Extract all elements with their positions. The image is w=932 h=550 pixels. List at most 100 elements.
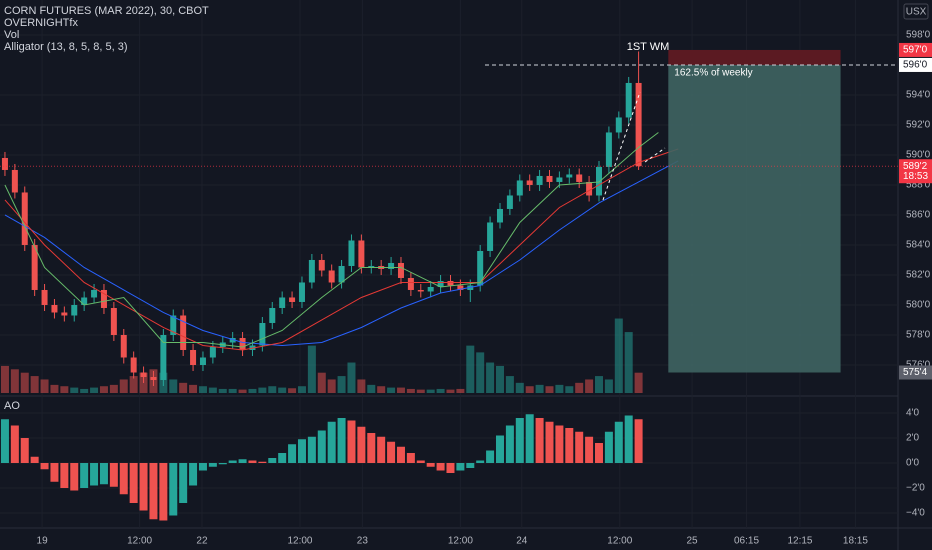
volume-bar xyxy=(505,376,514,393)
ao-bar xyxy=(634,419,643,463)
ao-bar xyxy=(268,458,277,463)
volume-bar xyxy=(109,384,118,393)
ao-bar xyxy=(604,431,613,463)
candle-body xyxy=(199,357,206,365)
candle-body xyxy=(279,297,286,308)
volume-bar xyxy=(634,372,643,393)
x-tick-label: 12:15 xyxy=(787,536,812,547)
ao-bar xyxy=(90,463,99,486)
price-label-box xyxy=(899,57,932,72)
ao-bar xyxy=(317,430,326,463)
candle-body xyxy=(61,312,68,316)
volume-bar xyxy=(129,376,138,393)
candle-body xyxy=(358,240,365,268)
candle-body xyxy=(239,337,246,350)
volume-bar xyxy=(535,384,544,393)
volume-bar xyxy=(406,388,415,393)
candle-body xyxy=(576,174,583,182)
volume-bar xyxy=(198,386,207,393)
candle-body xyxy=(150,376,157,380)
candle-body xyxy=(536,175,543,185)
ao-bar xyxy=(545,421,554,463)
volume-bar xyxy=(278,387,287,393)
y-tick-label: 592'0 xyxy=(906,120,931,131)
x-tick-label: 23 xyxy=(357,536,369,547)
ao-bar xyxy=(288,444,297,463)
ao-bar xyxy=(624,415,633,463)
y-tick-label: 584'0 xyxy=(906,240,931,251)
volume-bar xyxy=(585,379,594,393)
candle-body xyxy=(11,169,18,193)
volume-bar xyxy=(387,387,396,393)
alligator-line xyxy=(4,132,659,348)
ao-tick-label: 4'0 xyxy=(906,408,919,419)
candle-body xyxy=(625,82,632,118)
volume-bar xyxy=(169,379,178,393)
ao-bar xyxy=(585,436,594,463)
candle-body xyxy=(368,265,375,268)
x-tick-label: 12:00 xyxy=(127,536,152,547)
symbol-title: CORN FUTURES (MAR 2022), 30, CBOT xyxy=(4,5,209,17)
candle-body xyxy=(595,166,602,196)
candle-body xyxy=(407,277,414,290)
ao-bar xyxy=(0,419,9,463)
volume-bar xyxy=(426,389,435,393)
target-zone xyxy=(668,64,841,373)
ao-bar xyxy=(347,420,356,463)
candle-body xyxy=(615,117,622,133)
volume-bar xyxy=(545,386,554,393)
candle-body xyxy=(31,244,38,290)
ao-bar xyxy=(208,463,217,467)
currency: USX xyxy=(906,7,927,18)
candle-body xyxy=(81,297,88,305)
volume-bar xyxy=(119,379,128,393)
ao-bar xyxy=(367,433,376,463)
currency-box[interactable] xyxy=(903,3,929,20)
position-label: 162.5% of weekly xyxy=(674,68,752,79)
ao-bar xyxy=(327,421,336,463)
candle-body xyxy=(397,262,404,278)
price-label-box xyxy=(899,365,932,380)
volume-bar xyxy=(476,352,485,393)
candle-body xyxy=(269,307,276,323)
ao-bar xyxy=(119,463,128,495)
ao-bar xyxy=(20,438,29,463)
ao-bar xyxy=(396,446,405,463)
ao-bar xyxy=(406,453,415,463)
candle-body xyxy=(140,372,147,377)
y-tick-label: 578'0 xyxy=(906,330,931,341)
volume-bar xyxy=(10,369,19,393)
price-label: 575'4 xyxy=(903,367,928,378)
volume-bar xyxy=(525,386,534,393)
ao-bar xyxy=(109,463,118,487)
ao-bar xyxy=(515,418,524,463)
candle-body xyxy=(388,262,395,269)
price-label: 589'2 xyxy=(903,161,928,172)
volume-bar xyxy=(396,387,405,393)
volume-bar xyxy=(60,386,69,393)
volume-bar xyxy=(575,382,584,393)
ao-bar xyxy=(456,463,465,471)
y-tick-label: 586'0 xyxy=(906,210,931,221)
ao-bar xyxy=(486,450,495,463)
candle-body xyxy=(120,334,127,358)
ao-bar xyxy=(60,463,69,488)
volume-bar xyxy=(297,386,306,393)
candle-body xyxy=(1,157,8,170)
volume-bar xyxy=(614,318,623,393)
volume-bar xyxy=(288,388,297,393)
candle-body xyxy=(259,322,266,346)
ao-bar xyxy=(495,435,504,463)
ao-title: AO xyxy=(4,400,20,412)
indicator-label: OVERNIGHTfx xyxy=(4,17,78,29)
volume-bar xyxy=(486,362,495,393)
candle-body xyxy=(21,192,28,245)
candle-body xyxy=(417,289,424,292)
candle-body xyxy=(229,337,236,343)
candle-body xyxy=(209,346,216,358)
candle-body xyxy=(298,282,305,302)
ao-bar xyxy=(594,443,603,463)
volume-bar xyxy=(90,387,99,393)
candle-body xyxy=(51,304,58,313)
